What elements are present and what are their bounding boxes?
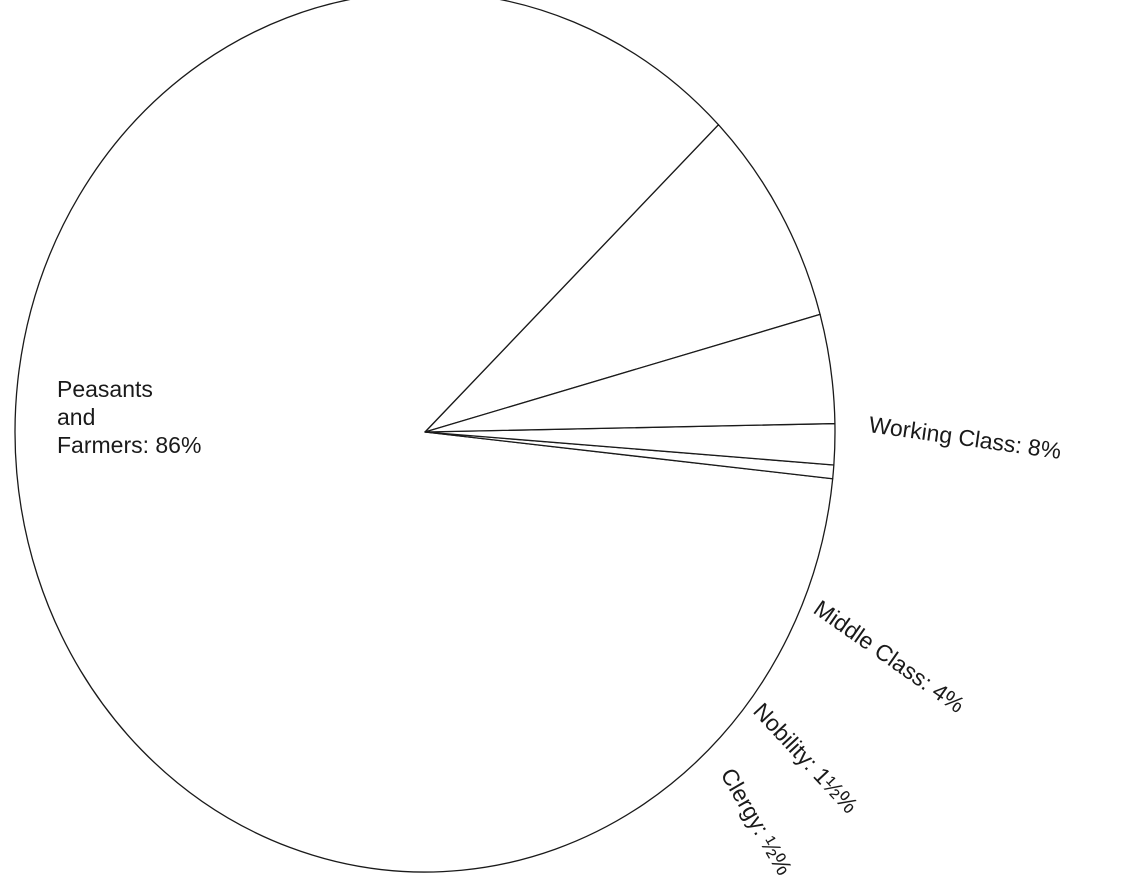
slice-label-1: Working Class: 8%	[867, 411, 1063, 464]
slice-label-line: Clergy: ½%	[716, 764, 798, 879]
slice-label-line: Working Class: 8%	[867, 411, 1063, 464]
slice-label-2: Middle Class: 4%	[809, 595, 969, 718]
slice-label-line: Peasants	[57, 376, 153, 402]
pie-slice-2	[424, 313, 836, 433]
slice-label-line: Middle Class: 4%	[809, 595, 969, 718]
pie-slice-1	[424, 124, 821, 433]
pie-slices	[14, 0, 836, 873]
slice-label-3: Nobility: 1½%	[748, 698, 863, 819]
slice-label-line: and	[57, 404, 95, 430]
pie-slice-0	[14, 0, 834, 873]
slice-label-line: Farmers: 86%	[57, 432, 201, 458]
slice-label-0: Peasants and Farmers: 86%	[57, 376, 201, 458]
slice-label-line: Nobility: 1½%	[748, 698, 863, 819]
slice-label-4: Clergy: ½%	[716, 764, 798, 879]
